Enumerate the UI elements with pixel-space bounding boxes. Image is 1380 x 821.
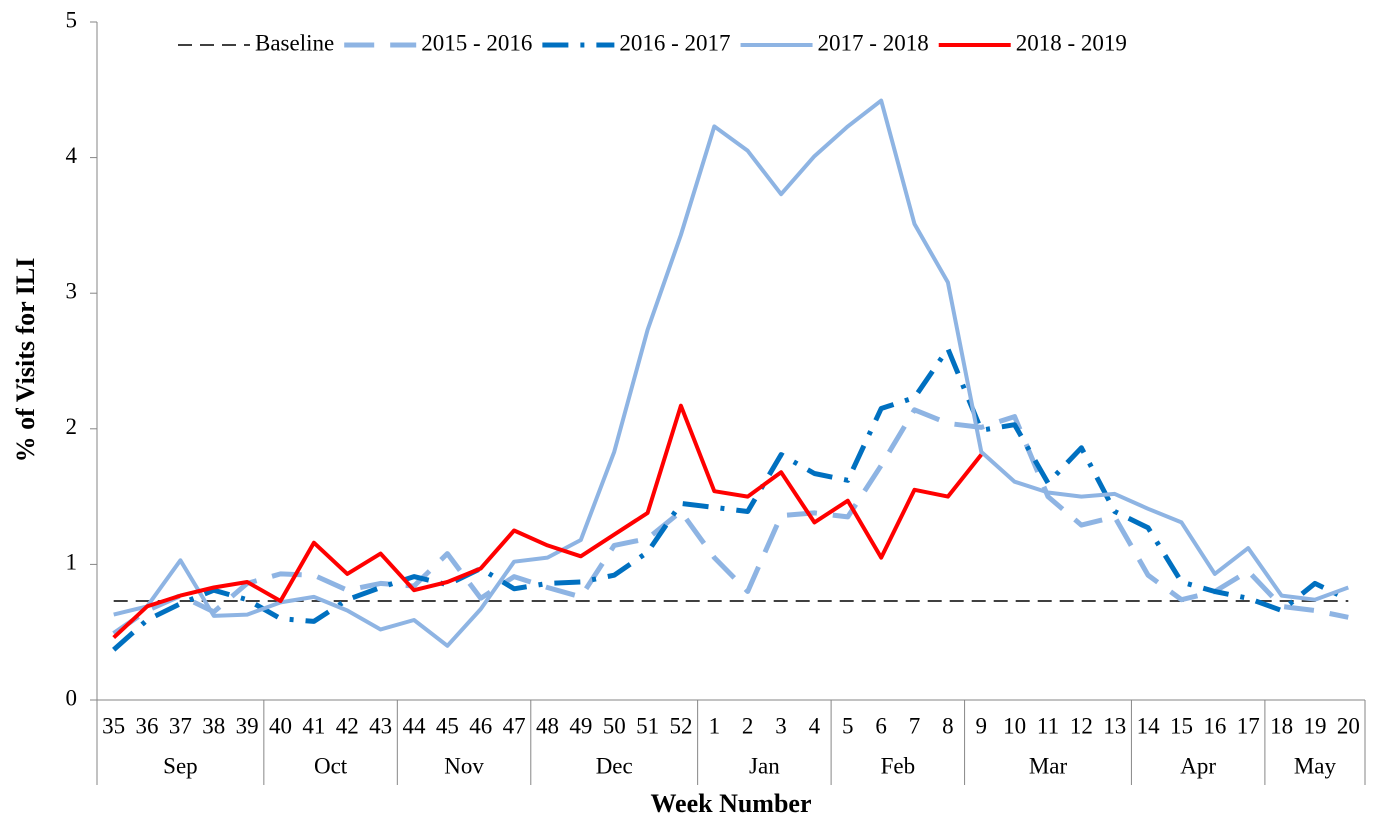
x-tick-label: 17 (1237, 713, 1260, 738)
month-label: Oct (314, 753, 348, 778)
x-tick-label: 41 (302, 713, 325, 738)
x-tick-label: 46 (469, 713, 492, 738)
x-tick-label: 39 (236, 713, 259, 738)
x-tick-label: 35 (102, 713, 125, 738)
x-tick-label: 38 (202, 713, 225, 738)
x-tick-label: 48 (536, 713, 559, 738)
x-tick-label: 52 (669, 713, 692, 738)
x-tick-label: 49 (569, 713, 592, 738)
legend-label: 2018 - 2019 (1016, 30, 1127, 55)
x-tick-label: 1 (709, 713, 721, 738)
series-line (113, 98, 1349, 648)
month-label: Nov (444, 753, 484, 778)
x-tick-label: 3 (775, 713, 787, 738)
x-tick-label: 37 (169, 713, 192, 738)
x-tick-label: 47 (503, 713, 526, 738)
x-tick-label: 10 (1003, 713, 1026, 738)
month-label: May (1294, 753, 1337, 778)
x-tick-label: 14 (1137, 713, 1161, 738)
x-tick-label: 5 (842, 713, 854, 738)
y-tick-label: 4 (66, 143, 78, 168)
series-line (112, 346, 1350, 652)
legend-label: 2015 - 2016 (421, 30, 532, 55)
month-label: Dec (596, 753, 633, 778)
x-tick-label: 12 (1070, 713, 1093, 738)
y-axis-title: % of Visits for ILI (11, 258, 40, 463)
x-tick-label: 16 (1203, 713, 1226, 738)
month-label: Mar (1029, 753, 1068, 778)
series-line (112, 407, 1349, 636)
series-line (112, 403, 983, 640)
month-label: Jan (749, 753, 780, 778)
x-tick-label: 40 (269, 713, 292, 738)
x-tick-label: 2 (742, 713, 754, 738)
x-tick-label: 15 (1170, 713, 1193, 738)
x-tick-label: 4 (809, 713, 821, 738)
month-label: Sep (163, 753, 198, 778)
x-tick-label: 20 (1337, 713, 1360, 738)
x-tick-label: 8 (942, 713, 954, 738)
legend-label: 2016 - 2017 (619, 30, 730, 55)
x-tick-label: 6 (875, 713, 887, 738)
x-tick-label: 44 (403, 713, 427, 738)
x-tick-label: 9 (976, 713, 988, 738)
y-tick-label: 3 (66, 278, 78, 303)
y-tick-label: 0 (66, 685, 78, 710)
x-tick-label: 51 (636, 713, 659, 738)
x-tick-label: 11 (1037, 713, 1059, 738)
month-label: Feb (881, 753, 916, 778)
x-tick-label: 19 (1303, 713, 1326, 738)
legend-label: 2017 - 2018 (818, 30, 929, 55)
x-tick-label: 45 (436, 713, 459, 738)
x-tick-label: 36 (136, 713, 159, 738)
x-tick-label: 43 (369, 713, 392, 738)
x-tick-label: 18 (1270, 713, 1293, 738)
y-tick-label: 5 (66, 7, 78, 32)
legend-label: Baseline (255, 30, 334, 55)
x-tick-label: 13 (1103, 713, 1126, 738)
x-tick-label: 7 (909, 713, 921, 738)
x-tick-label: 50 (603, 713, 626, 738)
x-tick-label: 42 (336, 713, 359, 738)
y-tick-label: 1 (66, 550, 78, 575)
month-label: Apr (1180, 753, 1216, 778)
y-tick-label: 2 (66, 414, 78, 439)
x-axis-title: Week Number (650, 789, 811, 818)
